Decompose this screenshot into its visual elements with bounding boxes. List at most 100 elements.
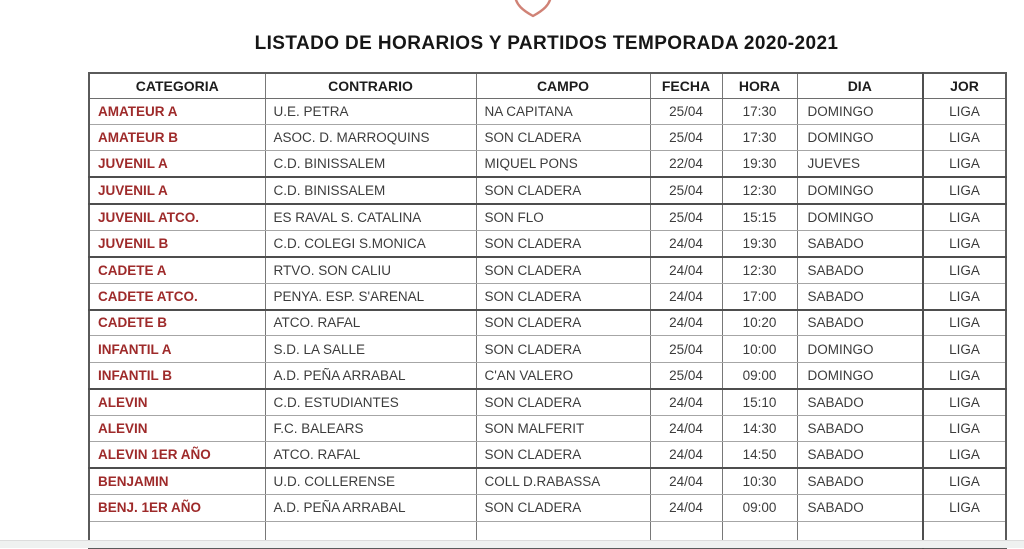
cell-jor: LIGA — [922, 282, 1007, 311]
cell-dia: SABADO — [796, 441, 924, 470]
cell-contrario: ASOC. D. MARROQUINS — [264, 123, 477, 152]
cell-hora: 10:30 — [721, 467, 798, 496]
cell-jor: LIGA — [922, 467, 1007, 496]
schedule-body: AMATEUR A U.E. PETRA NA CAPITANA 25/04 17:30… — [88, 97, 1007, 549]
cell-dia: SABADO — [796, 414, 924, 443]
cell-dia: DOMINGO — [796, 361, 924, 390]
column-header-campo: CAMPO — [475, 72, 651, 99]
cell-campo: SON CLADERA — [475, 176, 651, 205]
cell-contrario: C.D. BINISSALEM — [264, 150, 477, 179]
cell-campo: SON CLADERA — [475, 282, 651, 311]
column-header-hora: HORA — [721, 72, 798, 99]
cell-fecha: 25/04 — [649, 203, 723, 231]
table-row: JUVENIL B C.D. COLEGI S.MONICA SON CLADERA… — [88, 229, 1007, 258]
cell-contrario: S.D. LA SALLE — [264, 335, 477, 363]
cell-hora: 17:30 — [721, 123, 798, 152]
cell-campo: SON FLO — [475, 203, 651, 231]
column-header-fecha: FECHA — [649, 72, 723, 99]
cell-hora: 09:00 — [721, 361, 798, 390]
cell-categoria: CADETE B — [88, 308, 266, 337]
cell-contrario: F.C. BALEARS — [264, 414, 477, 443]
cell-dia: SABADO — [796, 229, 924, 258]
cell-contrario: C.D. COLEGI S.MONICA — [264, 229, 477, 258]
cell-categoria: ALEVIN — [88, 414, 266, 443]
cell-hora: 19:30 — [721, 229, 798, 258]
column-header-jor: JOR — [922, 72, 1007, 99]
table-row: CADETE A RTVO. SON CALIU SON CLADERA 24/04 1… — [88, 256, 1007, 284]
cell-contrario: A.D. PEÑA ARRABAL — [264, 494, 477, 522]
cell-fecha: 25/04 — [649, 176, 723, 205]
cell-campo: SON CLADERA — [475, 308, 651, 337]
cell-dia: JUEVES — [796, 150, 924, 179]
cell-categoria: ALEVIN 1ER AÑO — [88, 441, 266, 470]
table-row: JUVENIL A C.D. BINISSALEM MIQUEL PONS 22/04… — [88, 150, 1007, 179]
cell-contrario: U.D. COLLERENSE — [264, 467, 477, 496]
cell-categoria: INFANTIL A — [88, 335, 266, 363]
cell-categoria: AMATEUR B — [88, 123, 266, 152]
cell-campo: SON MALFERIT — [475, 414, 651, 443]
cell-jor: LIGA — [922, 97, 1007, 125]
cell-dia: SABADO — [796, 308, 924, 337]
cell-contrario: ATCO. RAFAL — [264, 308, 477, 337]
cell-hora: 17:30 — [721, 97, 798, 125]
cell-hora: 19:30 — [721, 150, 798, 179]
cell-jor: LIGA — [922, 308, 1007, 337]
table-row: INFANTIL A S.D. LA SALLE SON CLADERA 25/04 1… — [88, 335, 1007, 363]
cell-fecha: 25/04 — [649, 335, 723, 363]
cell-dia: DOMINGO — [796, 176, 924, 205]
cell-campo: SON CLADERA — [475, 229, 651, 258]
club-crest-icon — [514, 0, 552, 18]
cell-contrario: U.E. PETRA — [264, 97, 477, 125]
cell-hora: 10:20 — [721, 308, 798, 337]
cell-categoria: BENJAMIN — [88, 467, 266, 496]
schedule-table: CATEGORIA CONTRARIO CAMPO FECHA HORA DIA… — [88, 72, 1007, 549]
cell-jor: LIGA — [922, 229, 1007, 258]
cell-hora: 12:30 — [721, 176, 798, 205]
cell-dia: SABADO — [796, 256, 924, 284]
cell-campo: MIQUEL PONS — [475, 150, 651, 179]
table-row: JUVENIL ATCO. ES RAVAL S. CATALINA SON FLO… — [88, 203, 1007, 231]
table-row: ALEVIN C.D. ESTUDIANTES SON CLADERA 24/04 15… — [88, 388, 1007, 416]
cell-fecha: 24/04 — [649, 441, 723, 470]
cell-jor: LIGA — [922, 441, 1007, 470]
cell-dia: SABADO — [796, 388, 924, 416]
cell-jor: LIGA — [922, 388, 1007, 416]
cell-campo: SON CLADERA — [475, 494, 651, 522]
cell-jor: LIGA — [922, 494, 1007, 522]
cell-jor: LIGA — [922, 203, 1007, 231]
cell-contrario: RTVO. SON CALIU — [264, 256, 477, 284]
column-header-contrario: CONTRARIO — [264, 72, 477, 99]
page-title: LISTADO DE HORARIOS Y PARTIDOS TEMPORADA… — [254, 33, 839, 54]
cell-contrario: A.D. PEÑA ARRABAL — [264, 361, 477, 390]
column-header-dia: DIA — [796, 72, 924, 99]
cell-categoria: BENJ. 1ER AÑO — [88, 494, 266, 522]
cell-hora: 14:50 — [721, 441, 798, 470]
cell-hora: 09:00 — [721, 494, 798, 522]
cell-dia: DOMINGO — [796, 123, 924, 152]
cell-dia: DOMINGO — [796, 335, 924, 363]
cell-jor: LIGA — [922, 256, 1007, 284]
cell-categoria: JUVENIL B — [88, 229, 266, 258]
cell-categoria: JUVENIL ATCO. — [88, 203, 266, 231]
cell-campo: C'AN VALERO — [475, 361, 651, 390]
cell-categoria: CADETE A — [88, 256, 266, 284]
cell-campo: SON CLADERA — [475, 441, 651, 470]
cell-fecha: 24/04 — [649, 229, 723, 258]
cell-hora: 12:30 — [721, 256, 798, 284]
cell-hora: 15:10 — [721, 388, 798, 416]
column-header-categoria: CATEGORIA — [88, 72, 266, 99]
cell-jor: LIGA — [922, 414, 1007, 443]
table-row: BENJAMIN U.D. COLLERENSE COLL D.RABASSA 24/… — [88, 467, 1007, 496]
cell-categoria: AMATEUR A — [88, 97, 266, 125]
cell-categoria: JUVENIL A — [88, 150, 266, 179]
cell-dia: SABADO — [796, 467, 924, 496]
cell-jor: LIGA — [922, 361, 1007, 390]
cell-jor: LIGA — [922, 335, 1007, 363]
cell-fecha: 24/04 — [649, 256, 723, 284]
table-row: INFANTIL B A.D. PEÑA ARRABAL C'AN VALERO 25… — [88, 361, 1007, 390]
cell-contrario: C.D. BINISSALEM — [264, 176, 477, 205]
cell-contrario: ATCO. RAFAL — [264, 441, 477, 470]
cell-contrario: C.D. ESTUDIANTES — [264, 388, 477, 416]
cell-campo: SON CLADERA — [475, 256, 651, 284]
cell-dia: SABADO — [796, 282, 924, 311]
